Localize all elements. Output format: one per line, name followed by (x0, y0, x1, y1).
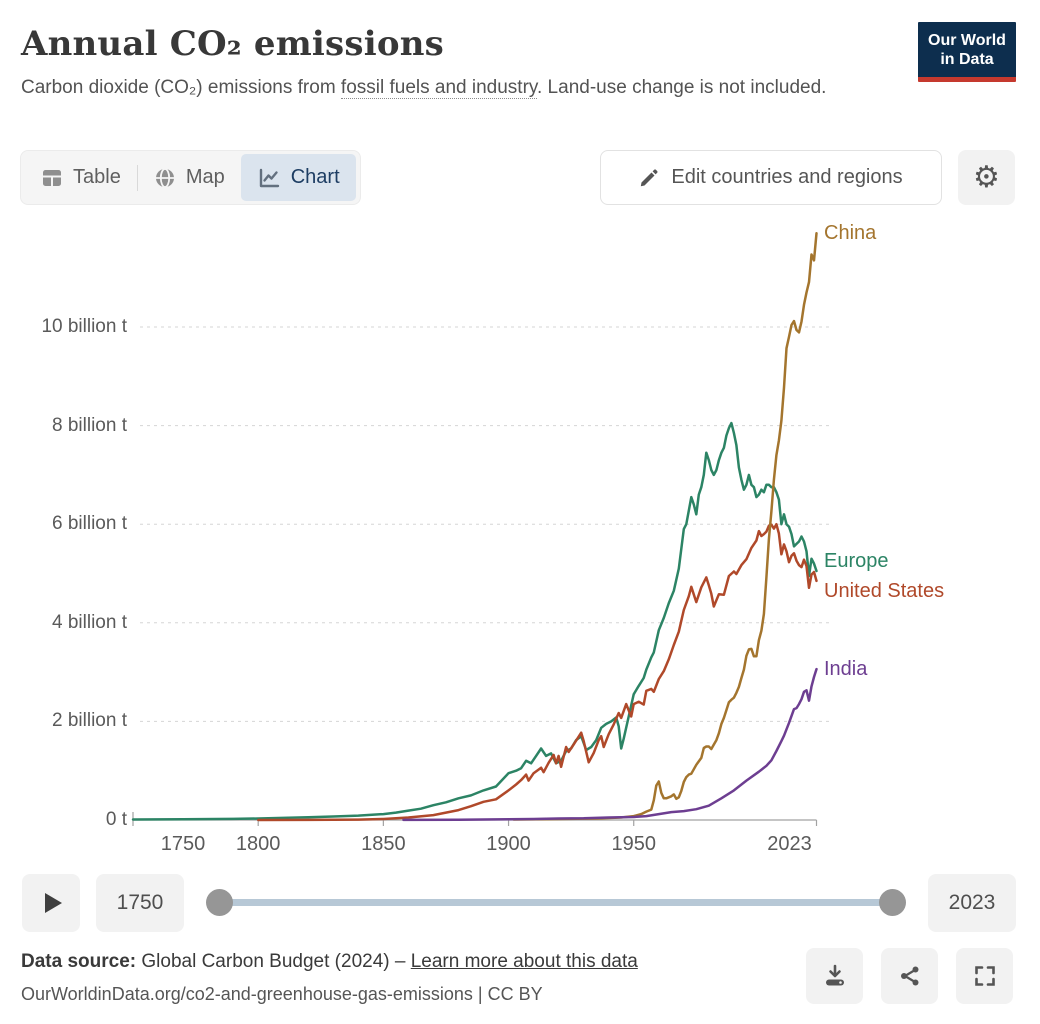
citation-line: OurWorldinData.org/co2-and-greenhouse-ga… (21, 984, 543, 1004)
timeline-slider-track[interactable] (219, 899, 893, 906)
subtitle-text-post: . Land-use change is not included. (537, 77, 827, 98)
x-tick-label: 1800 (235, 833, 281, 855)
tab-chart[interactable]: Chart (240, 154, 356, 201)
series-line-china[interactable] (512, 232, 818, 821)
fullscreen-icon (973, 964, 997, 988)
data-source-text: Global Carbon Budget (2024) – (136, 951, 411, 972)
share-button[interactable] (881, 948, 938, 1004)
y-tick-label: 10 billion t (41, 316, 127, 337)
download-icon (822, 963, 848, 989)
series-line-united-states[interactable] (256, 522, 818, 822)
tab-map-label: Map (185, 166, 225, 188)
chart-subtitle: Carbon dioxide (CO₂) emissions from foss… (21, 74, 866, 101)
series-line-europe[interactable] (131, 421, 818, 821)
series-label-europe[interactable]: Europe (824, 549, 889, 572)
series-line-india[interactable] (402, 667, 818, 822)
tab-chart-label: Chart (290, 166, 340, 188)
y-tick-label: 6 billion t (52, 513, 127, 535)
data-source-label: Data source: (21, 951, 137, 972)
pencil-icon (639, 168, 659, 188)
line-chart-icon (257, 166, 281, 190)
y-tick-label: 8 billion t (52, 414, 127, 436)
fullscreen-button[interactable] (956, 948, 1013, 1004)
play-button[interactable] (22, 874, 80, 932)
x-tick-label: 2023 (767, 833, 812, 855)
subtitle-link-fossil-fuels[interactable]: fossil fuels and industry (340, 77, 537, 99)
owid-logo-line2: in Data (940, 50, 994, 68)
globe-icon (154, 167, 176, 189)
page-title: Annual CO₂ emissions (21, 24, 444, 64)
share-icon (898, 964, 922, 988)
tab-table-label: Table (73, 166, 121, 188)
tab-map[interactable]: Map (138, 154, 241, 201)
x-tick-label: 1850 (361, 833, 406, 855)
owid-logo[interactable]: Our World in Data (918, 22, 1016, 82)
gear-icon: ⚙ (973, 159, 1000, 195)
y-tick-label: 0 t (105, 809, 127, 830)
edit-countries-label: Edit countries and regions (671, 166, 903, 188)
x-tick-label: 1950 (611, 833, 656, 855)
owid-logo-line1: Our World (928, 31, 1006, 49)
data-source-line: Data source: Global Carbon Budget (2024)… (21, 951, 638, 973)
download-button[interactable] (806, 948, 863, 1004)
x-tick-label: 1900 (486, 833, 531, 855)
view-tabs: Table Map Chart (20, 150, 361, 205)
tab-table[interactable]: Table (25, 154, 137, 201)
settings-button[interactable]: ⚙ (958, 150, 1015, 205)
learn-more-link[interactable]: Learn more about this data (410, 951, 638, 972)
series-label-china[interactable]: China (824, 222, 877, 245)
series-label-united-states[interactable]: United States (824, 579, 945, 602)
x-tick-label: 1750 (160, 833, 206, 855)
y-tick-label: 4 billion t (52, 611, 127, 633)
tab-divider (136, 164, 138, 191)
subtitle-text-pre: Carbon dioxide (CO₂) emissions from (21, 77, 341, 98)
y-tick-label: 2 billion t (52, 710, 127, 732)
timeline-handle-end[interactable] (879, 889, 906, 916)
timeline-handle-start[interactable] (206, 889, 233, 916)
table-icon (41, 167, 63, 189)
edit-countries-button[interactable]: Edit countries and regions (600, 150, 942, 205)
timeline-end-year[interactable]: 2023 (928, 874, 1016, 932)
series-label-india[interactable]: India (824, 658, 868, 681)
timeline-start-year[interactable]: 1750 (96, 874, 184, 932)
play-icon (45, 893, 62, 913)
